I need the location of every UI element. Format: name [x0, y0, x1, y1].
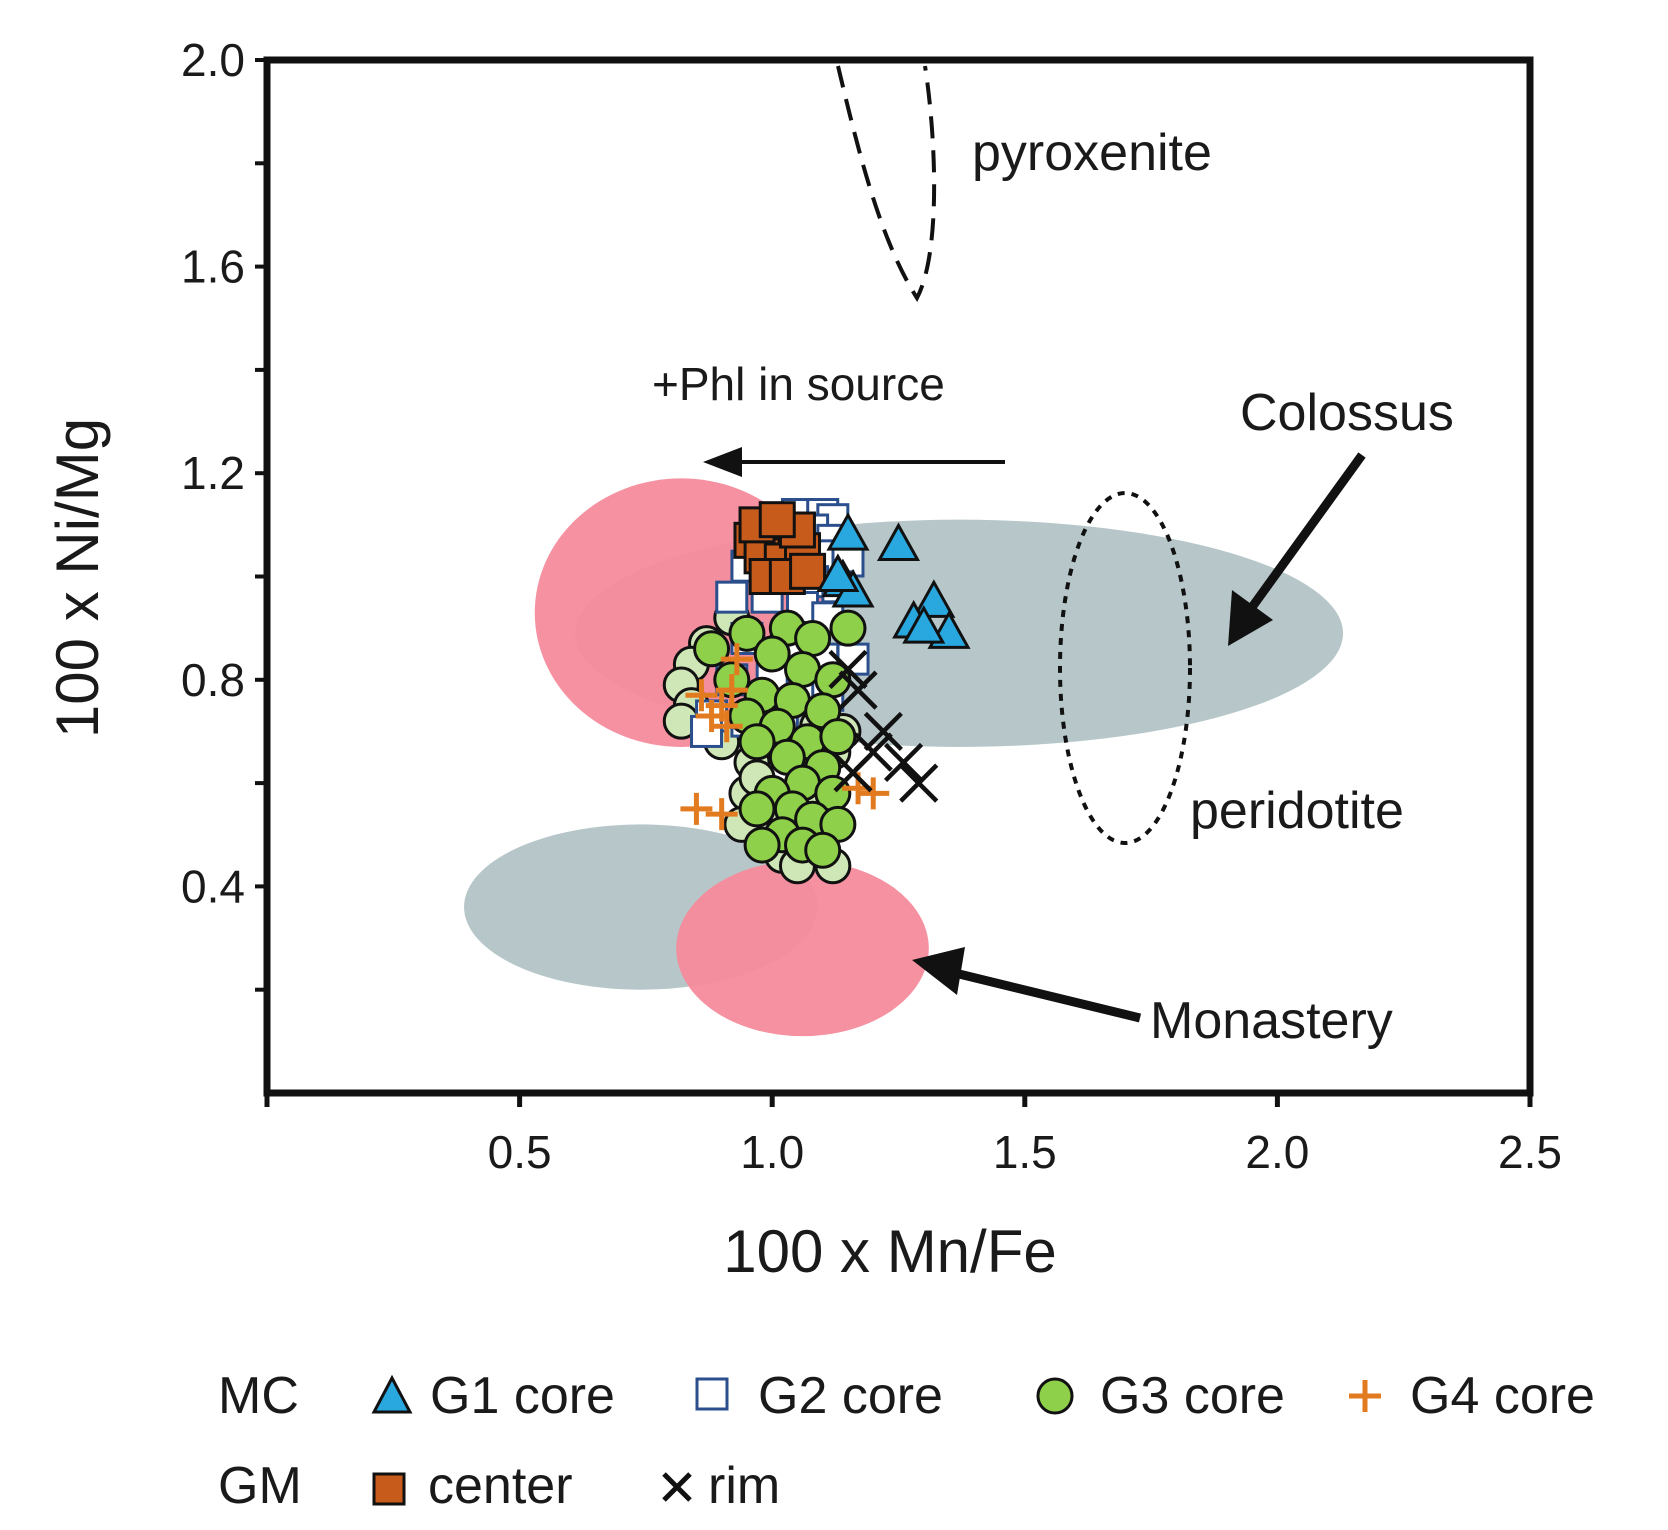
legend-center-icon — [372, 1472, 406, 1506]
rim-point — [828, 649, 868, 690]
g3-core-point — [738, 790, 776, 828]
y-tick-label: 1.2 — [181, 447, 245, 499]
fields-layer — [464, 478, 1344, 1037]
legend-g3-icon — [1036, 1377, 1074, 1415]
rim-point — [863, 711, 903, 752]
g4-core-point — [720, 643, 753, 676]
points-layer — [662, 498, 971, 885]
g3-core-point — [804, 831, 842, 869]
g4-core-point — [715, 674, 748, 707]
pyroxenite-field — [836, 65, 937, 302]
g2-core-point — [715, 580, 749, 614]
g1-core-point — [876, 522, 921, 562]
y-tick-label: 0.4 — [181, 860, 245, 912]
field-ellipse — [676, 860, 929, 1037]
legend-gm-label: GM — [218, 1457, 302, 1515]
legend-rim-label: rim — [708, 1457, 780, 1515]
y-axis-label: 100 x Ni/Mg — [44, 418, 111, 738]
center-point — [758, 501, 796, 539]
rim-point — [883, 742, 924, 783]
legend-center-label: center — [428, 1457, 573, 1515]
rim-point — [833, 753, 873, 793]
g1-core-point — [816, 553, 860, 592]
g3-core-point — [819, 718, 857, 756]
y-tick-label: 0.8 — [181, 654, 245, 706]
ticks-layer: 0.5 1.0 1.5 2.0 2.5 0.4 0.8 1.2 1.6 2.0 — [181, 34, 1562, 1178]
g4-core-point — [705, 798, 738, 831]
phl-arrow-head — [703, 447, 742, 477]
g3-core-point — [794, 619, 832, 657]
g2-core-point — [690, 714, 724, 748]
legend: MC G1 core G2 core G3 core G4 core GM ce… — [218, 1367, 1595, 1515]
x-tick-label: 2.5 — [1498, 1126, 1562, 1178]
g4-core-point — [685, 679, 718, 712]
pyroxenite-label: pyroxenite — [972, 124, 1212, 182]
phl-source-label: +Phl in source — [652, 358, 945, 410]
legend-g4-label: G4 core — [1410, 1367, 1595, 1425]
colossus-arrow-head — [1228, 590, 1273, 646]
monastery-arrow-line — [953, 968, 1142, 1023]
legend-g4-icon — [1349, 1380, 1381, 1412]
g1-core-point — [902, 605, 946, 644]
g3-core-point — [743, 826, 781, 864]
colossus-arrow-line — [1246, 452, 1366, 613]
legend-mc-label: MC — [218, 1367, 299, 1425]
y-tick-label: 2.0 — [181, 34, 245, 86]
g4-core-point — [857, 777, 890, 810]
rim-point — [838, 670, 878, 710]
g1-core-point — [826, 512, 870, 551]
g3-core-point — [829, 609, 867, 647]
x-tick-label: 0.5 — [488, 1126, 552, 1178]
g3-core-point — [728, 614, 766, 652]
g3-core-point — [738, 723, 776, 761]
peridotite-field — [1058, 491, 1192, 845]
monastery-arrow-head — [912, 947, 965, 995]
rim-point — [899, 763, 939, 803]
legend-rim-icon — [662, 1472, 692, 1502]
x-axis-label: 100 x Mn/Fe — [723, 1218, 1057, 1285]
legend-g1-icon — [371, 1374, 413, 1414]
legend-g3-label: G3 core — [1100, 1367, 1285, 1425]
x-tick-label: 1.5 — [993, 1126, 1057, 1178]
y-tick-label: 1.6 — [181, 241, 245, 293]
peridotite-label: peridotite — [1190, 782, 1404, 840]
g3-core-point — [693, 630, 731, 668]
g3-core-point — [753, 635, 791, 673]
g4-core-point — [710, 710, 743, 743]
legend-g1-label: G1 core — [430, 1367, 615, 1425]
monastery-label: Monastery — [1150, 992, 1393, 1050]
colossus-label: Colossus — [1240, 384, 1454, 442]
g4-core-point — [680, 792, 713, 825]
legend-g2-label: G2 core — [758, 1367, 943, 1425]
x-tick-label: 2.0 — [1245, 1126, 1309, 1178]
x-tick-label: 1.0 — [740, 1126, 804, 1178]
center-point — [789, 552, 827, 590]
legend-g2-icon — [695, 1377, 729, 1411]
